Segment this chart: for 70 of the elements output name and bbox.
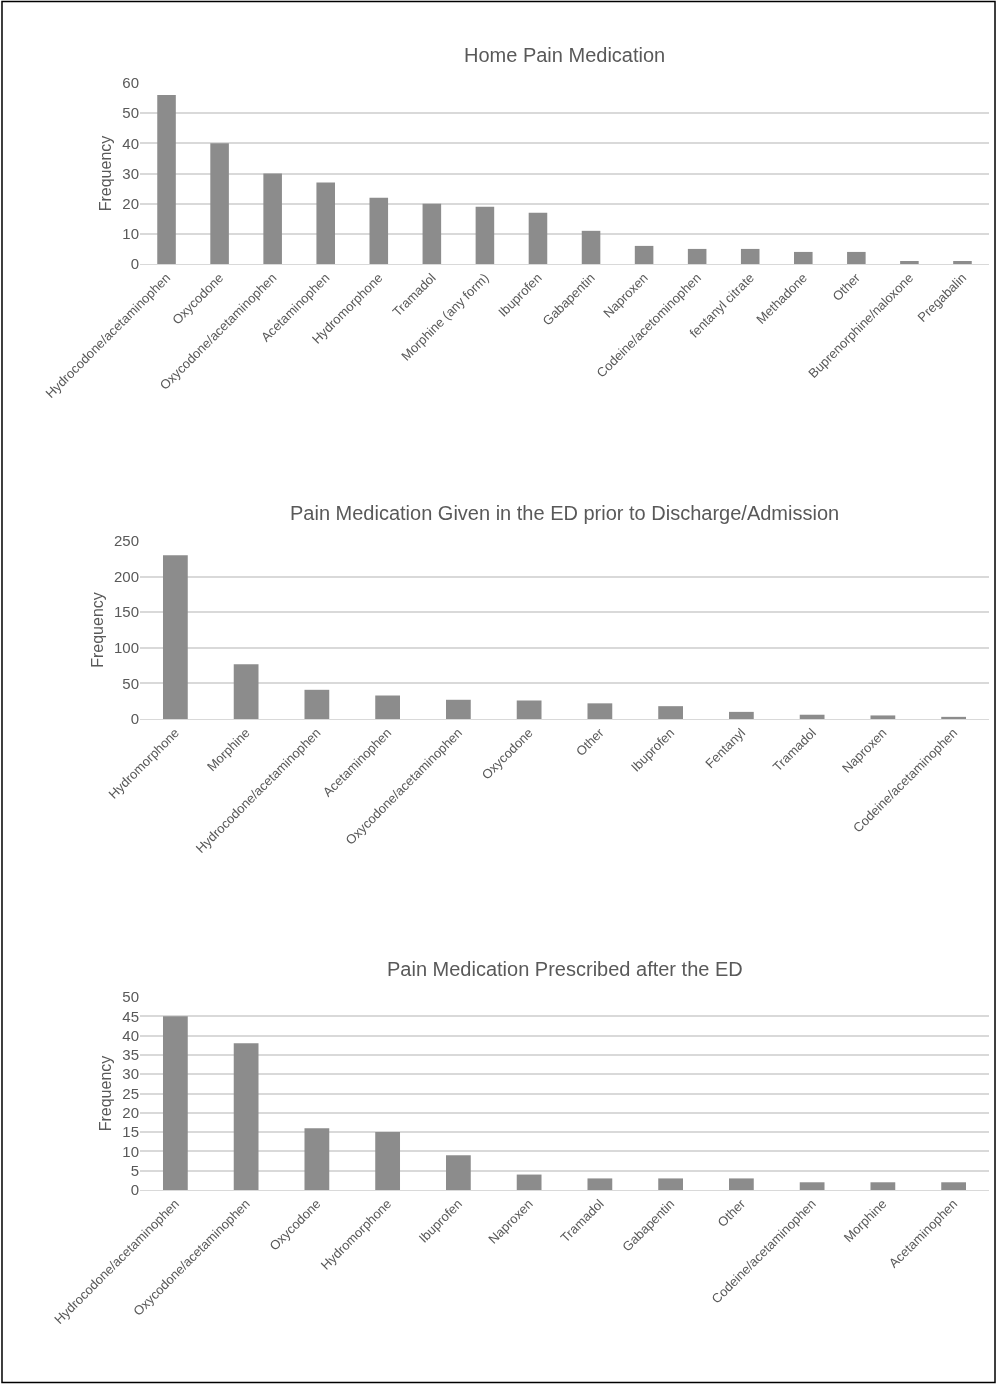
bar bbox=[304, 689, 330, 719]
bar bbox=[316, 182, 335, 264]
y-tick-label: 50 bbox=[122, 104, 139, 122]
bar bbox=[516, 700, 542, 719]
bar bbox=[587, 703, 613, 719]
y-tick-label: 250 bbox=[113, 532, 139, 550]
y-axis-title: Frequency bbox=[97, 1055, 115, 1132]
bar bbox=[799, 714, 825, 719]
bar bbox=[210, 143, 229, 264]
bar bbox=[953, 260, 972, 264]
bar bbox=[870, 1182, 896, 1190]
bar bbox=[162, 555, 188, 719]
y-tick-label: 10 bbox=[122, 225, 139, 243]
bar bbox=[740, 248, 760, 264]
y-tick-label: 10 bbox=[122, 1142, 139, 1160]
bar bbox=[794, 251, 813, 264]
y-tick-label: 60 bbox=[122, 74, 139, 92]
bar bbox=[263, 173, 282, 264]
bar bbox=[941, 716, 967, 719]
y-tick-label: 30 bbox=[122, 164, 139, 182]
bar bbox=[233, 664, 259, 719]
bar bbox=[528, 212, 548, 264]
bar bbox=[870, 715, 896, 719]
bar bbox=[516, 1174, 542, 1190]
bar bbox=[847, 251, 866, 264]
y-tick-label: 30 bbox=[122, 1065, 139, 1083]
y-axis-title: Frequency bbox=[88, 592, 106, 668]
y-tick-label: 0 bbox=[130, 710, 139, 728]
y-tick-label: 100 bbox=[113, 639, 139, 657]
chart-title: Home Pain Medication bbox=[464, 44, 666, 66]
y-tick-label: 50 bbox=[122, 988, 139, 1006]
bar bbox=[162, 1016, 188, 1190]
bar bbox=[445, 1155, 471, 1190]
y-tick-label: 25 bbox=[122, 1084, 139, 1102]
y-tick-label: 0 bbox=[130, 1181, 139, 1199]
y-tick-label: 20 bbox=[122, 194, 139, 212]
y-tick-label: 45 bbox=[122, 1007, 139, 1025]
bar bbox=[369, 197, 389, 264]
bar bbox=[375, 1132, 401, 1190]
y-tick-label: 50 bbox=[122, 674, 139, 692]
y-tick-label: 20 bbox=[122, 1104, 139, 1122]
y-tick-label: 15 bbox=[122, 1123, 139, 1141]
bar bbox=[728, 711, 754, 719]
bar bbox=[157, 95, 176, 264]
bar bbox=[375, 695, 401, 719]
bar bbox=[422, 203, 442, 264]
chart-title: Pain Medication Prescribed after the ED bbox=[387, 958, 743, 980]
bar bbox=[445, 699, 471, 719]
bar bbox=[304, 1128, 330, 1190]
bar bbox=[658, 706, 684, 719]
bar bbox=[687, 248, 707, 264]
y-tick-label: 35 bbox=[122, 1046, 139, 1064]
y-tick-label: 150 bbox=[113, 603, 139, 621]
bar bbox=[634, 245, 654, 264]
y-tick-label: 40 bbox=[122, 1026, 139, 1044]
y-axis-title: Frequency bbox=[97, 135, 115, 212]
bar bbox=[475, 206, 495, 264]
y-tick-label: 40 bbox=[122, 134, 139, 152]
y-tick-label: 200 bbox=[113, 567, 139, 585]
y-tick-label: 0 bbox=[130, 255, 139, 273]
bar bbox=[941, 1182, 967, 1190]
bar bbox=[900, 260, 919, 264]
y-tick-label: 5 bbox=[130, 1161, 139, 1179]
bar bbox=[233, 1043, 259, 1190]
bar bbox=[799, 1182, 825, 1190]
bar bbox=[587, 1178, 613, 1190]
chart-title: Pain Medication Given in the ED prior to Discharge/Admission bbox=[290, 502, 840, 524]
bar bbox=[581, 230, 601, 264]
bar bbox=[658, 1178, 684, 1190]
bar bbox=[728, 1178, 754, 1190]
